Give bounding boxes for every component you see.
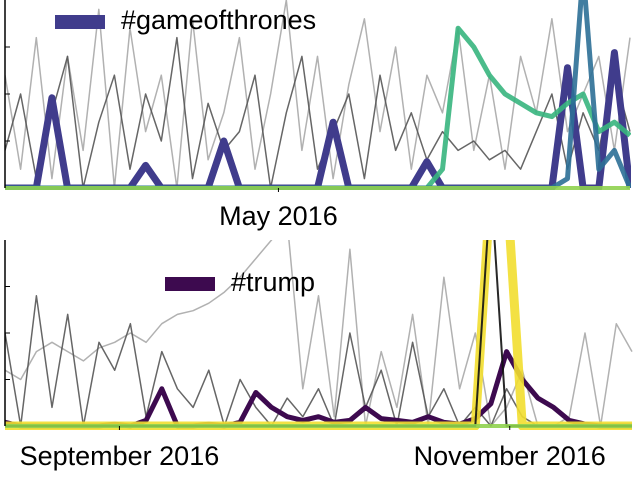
- x-tick-label: November 2016: [414, 441, 606, 471]
- series-line: [5, 36, 631, 189]
- plot-area: [5, 240, 633, 430]
- series-line: [5, 295, 632, 427]
- plot-area: [5, 0, 631, 190]
- legend-label: #trump: [231, 267, 315, 297]
- legend-label: #gameofthrones: [121, 5, 316, 35]
- x-tick-label: May 2016: [219, 201, 338, 231]
- series-line: [5, 0, 631, 189]
- x-tick-label: September 2016: [20, 441, 220, 471]
